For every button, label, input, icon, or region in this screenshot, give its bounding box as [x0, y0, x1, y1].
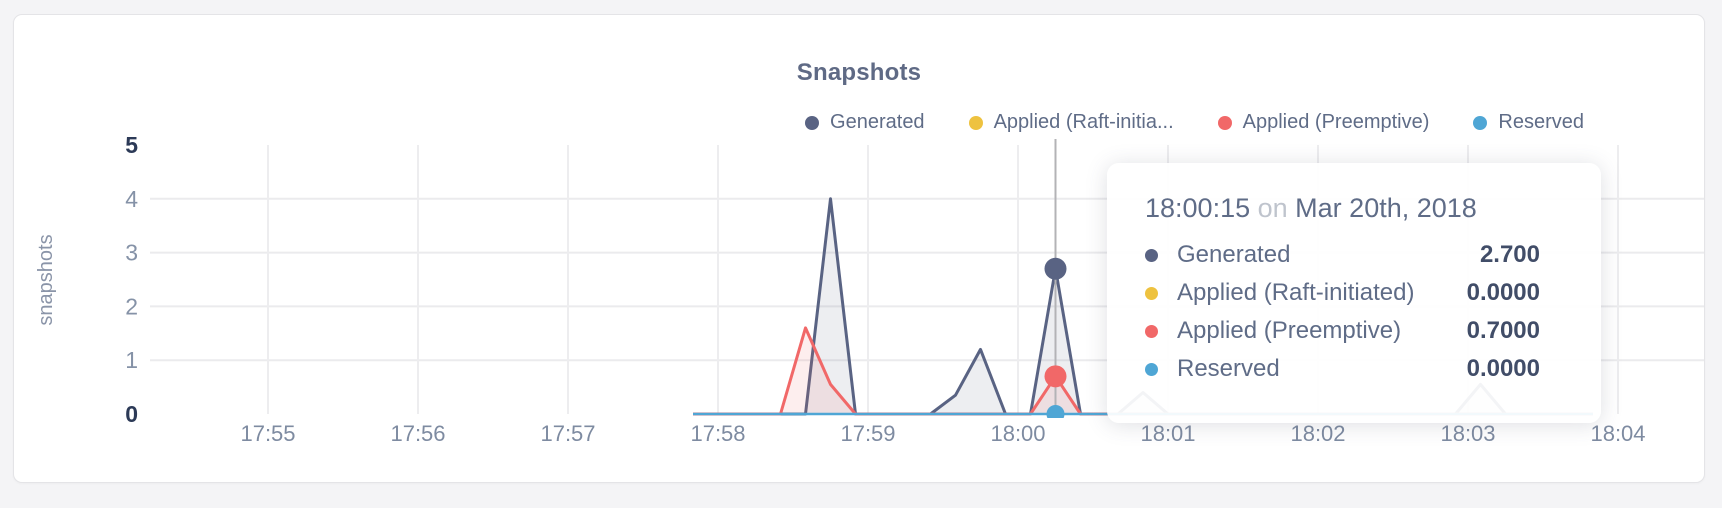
- legend-item-applied-raft[interactable]: Applied (Raft-initia...: [968, 111, 1174, 134]
- y-tick-label: 1: [125, 347, 138, 373]
- tooltip-row-applied-preemptive: Applied (Preemptive) 0.7000: [1145, 316, 1540, 346]
- tooltip-date: Mar 20th, 2018: [1295, 193, 1477, 223]
- x-tick-label: 17:59: [840, 421, 895, 446]
- y-tick-label: 4: [125, 186, 138, 212]
- highlight-dot-applied-preemptive-: [1044, 365, 1067, 388]
- legend-dot-reserved-icon: [1473, 115, 1488, 130]
- legend-item-reserved[interactable]: Reserved: [1473, 111, 1584, 134]
- x-tick-label: 17:56: [390, 421, 445, 446]
- tooltip-row-reserved: Reserved 0.0000: [1145, 354, 1540, 384]
- y-tick-label: 3: [125, 240, 138, 266]
- tooltip-value-applied-raft: 0.0000: [1466, 279, 1540, 306]
- tooltip-value-reserved: 0.0000: [1466, 355, 1540, 382]
- tooltip-label-reserved: Reserved: [1177, 355, 1280, 382]
- tooltip-on-word: on: [1257, 193, 1296, 223]
- x-tick-label: 18:02: [1290, 421, 1345, 446]
- legend-dot-applied-raft-icon: [968, 115, 983, 130]
- x-tick-label: 18:04: [1590, 421, 1645, 446]
- chart-legend: Generated Applied (Raft-initia... Applie…: [805, 111, 1584, 134]
- legend-item-generated[interactable]: Generated: [805, 111, 925, 134]
- tooltip-dot-generated-icon: [1145, 248, 1158, 262]
- x-tick-label: 17:57: [540, 421, 595, 446]
- y-tick-label: 0: [125, 401, 138, 427]
- y-tick-label: 2: [125, 293, 138, 319]
- legend-dot-generated-icon: [805, 115, 820, 130]
- tooltip-dot-reserved-icon: [1145, 362, 1158, 376]
- tooltip-value-applied-preemptive: 0.7000: [1466, 317, 1540, 344]
- chart-title: Snapshots: [796, 59, 922, 86]
- y-tick-label: 5: [125, 132, 138, 158]
- tooltip-label-applied-raft: Applied (Raft-initiated): [1177, 279, 1415, 306]
- x-tick-label: 17:58: [690, 421, 745, 446]
- legend-dot-applied-preemptive-icon: [1217, 115, 1232, 130]
- y-axis-label: snapshots: [35, 234, 57, 325]
- tooltip-row-applied-raft: Applied (Raft-initiated) 0.0000: [1145, 278, 1540, 308]
- tooltip-header: 18:00:15 on Mar 20th, 2018: [1145, 193, 1540, 224]
- legend-label-generated: Generated: [830, 111, 925, 133]
- x-tick-label: 18:01: [1140, 421, 1195, 446]
- x-tick-label: 18:00: [990, 421, 1045, 446]
- x-tick-label: 17:55: [240, 421, 295, 446]
- tooltip-label-generated: Generated: [1177, 241, 1291, 268]
- legend-item-applied-preemptive[interactable]: Applied (Preemptive): [1217, 111, 1430, 134]
- tooltip-dot-applied-preemptive-icon: [1145, 324, 1158, 338]
- highlight-dot-reserved: [1046, 405, 1065, 418]
- x-tick-label: 18:03: [1440, 421, 1495, 446]
- tooltip-dot-applied-raft-icon: [1145, 286, 1158, 300]
- legend-label-reserved: Reserved: [1498, 111, 1584, 133]
- tooltip-value-generated: 2.700: [1479, 241, 1540, 268]
- tooltip-time: 18:00:15: [1145, 193, 1251, 223]
- legend-label-applied-raft: Applied (Raft-initia...: [993, 111, 1174, 133]
- tooltip-row-generated: Generated 2.700: [1145, 240, 1540, 270]
- tooltip-label-applied-preemptive: Applied (Preemptive): [1177, 317, 1402, 344]
- hover-tooltip: 18:00:15 on Mar 20th, 2018 Generated 2.7…: [1107, 163, 1601, 423]
- highlight-dot-generated: [1044, 257, 1067, 280]
- legend-label-applied-preemptive: Applied (Preemptive): [1242, 111, 1430, 133]
